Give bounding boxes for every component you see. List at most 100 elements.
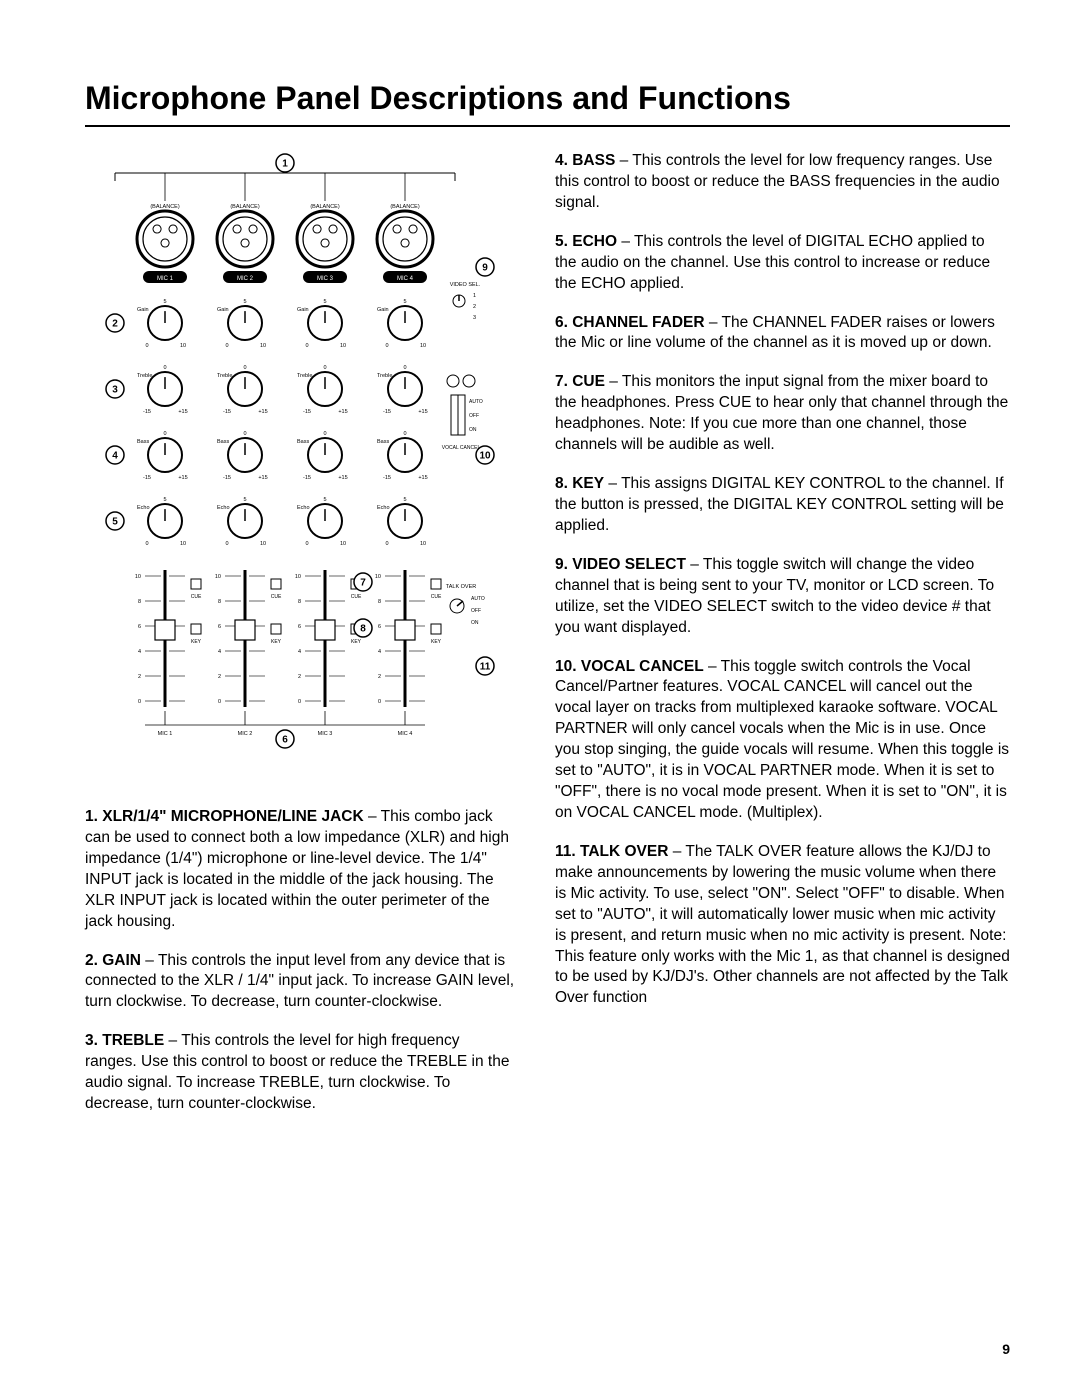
svg-text:CUE: CUE (271, 594, 282, 600)
svg-text:10: 10 (180, 343, 186, 349)
svg-text:+15: +15 (258, 409, 267, 415)
svg-text:0: 0 (225, 541, 228, 547)
svg-text:VIDEO SEL.: VIDEO SEL. (450, 282, 481, 288)
description-item-3: 3. TREBLE – This controls the level for … (85, 1031, 515, 1115)
svg-text:5: 5 (243, 299, 246, 305)
svg-text:8: 8 (138, 599, 141, 605)
description-body: – This controls the level for low freque… (555, 152, 1000, 211)
svg-text:Echo: Echo (137, 505, 150, 511)
svg-text:11: 11 (480, 662, 491, 673)
svg-text:2: 2 (218, 674, 221, 680)
svg-text:KEY: KEY (431, 639, 442, 645)
description-label: 5. ECHO (555, 233, 617, 250)
description-item-4: 4. BASS – This controls the level for lo… (555, 151, 1010, 214)
description-label: 10. VOCAL CANCEL (555, 658, 704, 675)
description-body: – This assigns DIGITAL KEY CONTROL to th… (555, 475, 1004, 534)
svg-text:0: 0 (305, 541, 308, 547)
svg-text:Gain: Gain (377, 307, 389, 313)
svg-text:2: 2 (378, 674, 381, 680)
svg-text:6: 6 (138, 624, 141, 630)
svg-text:ON: ON (469, 427, 477, 433)
svg-text:Treble: Treble (137, 373, 152, 379)
svg-text:10: 10 (420, 541, 426, 547)
svg-text:10: 10 (295, 574, 301, 580)
svg-text:7: 7 (360, 578, 366, 589)
svg-text:MIC 2: MIC 2 (238, 731, 253, 737)
svg-text:0: 0 (243, 365, 246, 371)
svg-text:+15: +15 (418, 409, 427, 415)
svg-text:CUE: CUE (431, 594, 442, 600)
svg-text:4: 4 (112, 451, 118, 462)
svg-text:Echo: Echo (377, 505, 390, 511)
description-label: 9. VIDEO SELECT (555, 556, 686, 573)
svg-text:0: 0 (298, 699, 301, 705)
svg-text:-15: -15 (383, 475, 391, 481)
svg-text:6: 6 (378, 624, 381, 630)
description-item-7: 7. CUE – This monitors the input signal … (555, 372, 1010, 456)
svg-text:10: 10 (260, 343, 266, 349)
svg-text:ON: ON (471, 620, 479, 626)
svg-text:3: 3 (473, 315, 476, 321)
svg-text:6: 6 (282, 735, 288, 746)
svg-text:4: 4 (218, 649, 221, 655)
svg-text:8: 8 (360, 624, 366, 635)
svg-text:+15: +15 (418, 475, 427, 481)
svg-text:10: 10 (180, 541, 186, 547)
svg-text:5: 5 (163, 299, 166, 305)
description-body: – This monitors the input signal from th… (555, 373, 1008, 453)
svg-text:KEY: KEY (271, 639, 282, 645)
svg-text:5: 5 (403, 497, 406, 503)
svg-text:0: 0 (218, 699, 221, 705)
svg-text:KEY: KEY (191, 639, 202, 645)
svg-text:10: 10 (420, 343, 426, 349)
svg-text:0: 0 (243, 431, 246, 437)
description-label: 2. GAIN (85, 952, 145, 969)
svg-text:+15: +15 (258, 475, 267, 481)
description-body: – The TALK OVER feature allows the KJ/DJ… (555, 843, 1010, 1006)
svg-text:5: 5 (112, 517, 118, 528)
svg-text:8: 8 (378, 599, 381, 605)
svg-text:0: 0 (163, 431, 166, 437)
svg-text:Treble: Treble (217, 373, 232, 379)
description-body: – This controls the input level from any… (85, 952, 514, 1011)
svg-text:5: 5 (403, 299, 406, 305)
svg-text:10: 10 (375, 574, 381, 580)
svg-text:0: 0 (145, 343, 148, 349)
svg-text:MIC 1: MIC 1 (158, 731, 173, 737)
svg-text:Treble: Treble (377, 373, 392, 379)
svg-text:4: 4 (298, 649, 301, 655)
svg-text:2: 2 (473, 304, 476, 310)
svg-text:MIC 3: MIC 3 (318, 731, 333, 737)
svg-text:3: 3 (112, 385, 118, 396)
svg-text:(BALANCE): (BALANCE) (310, 204, 340, 210)
left-column: 1(BALANCE)MIC 1(BALANCE)MIC 2(BALANCE)MI… (85, 151, 515, 1133)
svg-text:+15: +15 (338, 475, 347, 481)
svg-text:-15: -15 (143, 475, 151, 481)
svg-text:9: 9 (482, 263, 488, 274)
svg-text:TALK OVER: TALK OVER (446, 584, 476, 590)
description-label: 8. KEY (555, 475, 604, 492)
svg-text:0: 0 (403, 365, 406, 371)
svg-text:MIC 1: MIC 1 (157, 276, 174, 282)
page-title: Microphone Panel Descriptions and Functi… (85, 80, 1010, 127)
svg-text:CUE: CUE (191, 594, 202, 600)
svg-text:5: 5 (323, 497, 326, 503)
svg-text:10: 10 (340, 343, 346, 349)
svg-text:Gain: Gain (217, 307, 229, 313)
svg-text:Bass: Bass (137, 439, 149, 445)
svg-text:-15: -15 (383, 409, 391, 415)
description-item-8: 8. KEY – This assigns DIGITAL KEY CONTRO… (555, 474, 1010, 537)
svg-text:OFF: OFF (469, 413, 479, 419)
descriptions-left: 1. XLR/1/4" MICROPHONE/LINE JACK – This … (85, 807, 515, 1115)
description-label: 6. CHANNEL FADER (555, 314, 705, 331)
svg-text:-15: -15 (223, 409, 231, 415)
svg-text:2: 2 (112, 319, 118, 330)
svg-text:Echo: Echo (297, 505, 310, 511)
page-number: 9 (1002, 1341, 1010, 1357)
description-item-5: 5. ECHO – This controls the level of DIG… (555, 232, 1010, 295)
right-column: 4. BASS – This controls the level for lo… (555, 151, 1010, 1133)
svg-text:0: 0 (138, 699, 141, 705)
description-label: 11. TALK OVER (555, 843, 668, 860)
svg-text:2: 2 (298, 674, 301, 680)
svg-text:10: 10 (340, 541, 346, 547)
